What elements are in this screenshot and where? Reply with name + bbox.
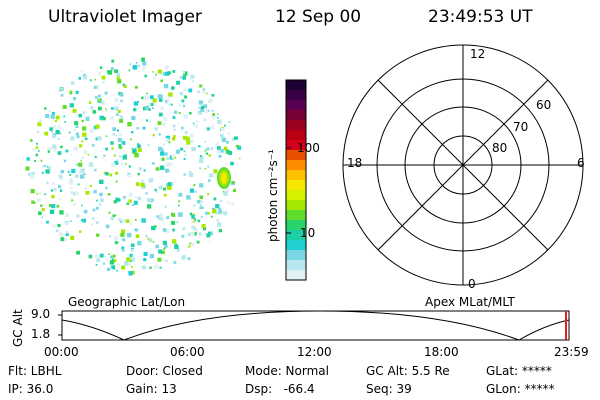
status-glon: GLon: ***** [486,382,555,396]
lat-label-70: 70 [513,120,529,134]
apex-label: Apex MLat/MLT [425,295,515,309]
altitude-ytick-1-8: 1.8 [31,327,51,341]
colorbar-segment [286,260,306,271]
colorbar-segment [286,110,306,121]
colorbar-segment [286,240,306,251]
status-dsp: Dsp: -66.4 [245,382,315,396]
colorbar-segment [286,250,306,261]
colorbar-segment [286,130,306,141]
status-gc-alt: GC Alt: 5.5 Re [366,364,450,378]
polar-grid [342,44,584,286]
mlt-label-midnight: 0 [468,277,476,291]
colorbar-segment [286,90,306,101]
altitude-xtick-1800: 18:00 [424,345,459,359]
altitude-ylabel: GC Alt [11,309,25,347]
altitude-xtick-0600: 06:00 [170,345,205,359]
colorbar-segment [286,170,306,181]
mlt-label-dawn: 6 [577,156,585,170]
status-mode: Mode: Normal [245,364,329,378]
status-gain: Gain: 13 [126,382,177,396]
mlt-label-dusk: 18 [347,156,363,170]
colorbar-segment [286,200,306,211]
colorbar-scale [285,79,307,281]
colorbar-segment [286,150,306,161]
status-seq: Seq: 39 [366,382,412,396]
geographic-label: Geographic Lat/Lon [68,295,186,309]
uv-image-disk [25,57,242,276]
colorbar-segment [286,80,306,91]
observation-time: 23:49:53 UT [428,7,533,27]
altitude-ytick-9: 9.0 [31,307,51,321]
colorbar-segment [286,210,306,221]
altitude-xtick-0000: 00:00 [44,345,79,359]
colorbar-segment [286,220,306,231]
altitude-xtick-2359: 23:59 [554,345,589,359]
status-door: Door: Closed [126,364,203,378]
status-ip: IP: 36.0 [8,382,54,396]
colorbar-segment [286,230,306,241]
altitude-plot-frame [61,310,570,341]
colorbar-tick-100: 100 [297,141,320,155]
lat-label-80: 80 [492,141,508,155]
mlt-label-noon: 12 [470,47,486,61]
colorbar-unit-label: photon cm⁻²s⁻¹ [266,149,280,242]
colorbar-tick-10: 10 [300,226,316,240]
status-flt: Flt: LBHL [8,364,62,378]
colorbar-segment [286,100,306,111]
colorbar-segment [286,270,306,281]
altitude-curve [61,310,570,341]
colorbar-segment [286,140,306,151]
colorbar-frame [285,79,307,281]
colorbar-segment [286,160,306,171]
instrument-title: Ultraviolet Imager [48,7,202,27]
altitude-xtick-1200: 12:00 [297,345,332,359]
status-glat: GLat: ***** [486,364,552,378]
observation-date: 12 Sep 00 [275,7,362,27]
colorbar-segment [286,190,306,201]
colorbar-segment [286,180,306,191]
colorbar-segment [286,120,306,131]
lat-label-60: 60 [536,98,552,112]
